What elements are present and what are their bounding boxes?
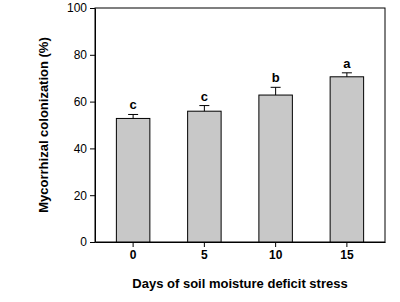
y-tick: 80	[74, 48, 95, 62]
y-tick: 0	[80, 235, 95, 249]
error-bar-cap	[271, 87, 281, 88]
y-tick-mark	[90, 242, 95, 243]
x-tick: 10	[269, 242, 283, 262]
y-tick-mark	[90, 195, 95, 196]
y-tick-mark	[90, 102, 95, 103]
y-tick: 100	[67, 1, 95, 15]
x-tick: 15	[340, 242, 354, 262]
bar	[188, 111, 221, 242]
error-bar	[199, 106, 209, 112]
y-tick-label: 60	[74, 95, 88, 109]
x-tick-label: 10	[269, 248, 283, 262]
error-bar-cap	[342, 72, 352, 73]
error-bar	[342, 73, 352, 77]
annotation: a	[343, 56, 351, 71]
bar	[116, 118, 149, 242]
y-tick-label: 40	[74, 142, 88, 156]
x-tick-mark	[133, 242, 134, 247]
annotation: c	[130, 97, 137, 112]
y-axis-line	[95, 9, 96, 243]
plot: c c b a 0 20 40 60 80 100 0 5 10 15	[67, 1, 386, 261]
x-tick-mark	[204, 242, 205, 247]
y-tick-mark	[90, 55, 95, 56]
y-axis: 0 20 40 60 80 100	[67, 1, 96, 249]
x-tick-mark	[346, 242, 347, 247]
y-tick: 40	[74, 142, 95, 156]
x-tick-mark	[275, 242, 276, 247]
error-bar-cap	[199, 105, 209, 106]
x-tick-label: 0	[130, 248, 137, 262]
plot-frame	[95, 8, 385, 242]
y-tick-label: 0	[80, 235, 87, 249]
bar	[259, 95, 292, 242]
error-bar	[271, 87, 281, 95]
error-bar-stem	[275, 87, 276, 95]
y-tick-label: 100	[67, 1, 87, 15]
y-tick-label: 80	[74, 48, 88, 62]
marks	[116, 73, 363, 242]
x-tick: 5	[201, 242, 208, 262]
x-tick: 0	[130, 242, 137, 262]
x-axis-line	[96, 242, 386, 243]
annotation: b	[272, 70, 280, 85]
y-tick: 20	[74, 189, 95, 203]
error-bar	[128, 114, 138, 118]
x-tick-label: 5	[201, 248, 208, 262]
annotation: c	[201, 89, 208, 104]
bar	[330, 77, 363, 242]
x-axis: 0 5 10 15	[96, 242, 386, 262]
error-bar-stem	[346, 73, 347, 77]
y-tick-mark	[90, 8, 95, 9]
x-tick-label: 15	[340, 248, 354, 262]
y-tick-mark	[90, 148, 95, 149]
y-axis-title: Mycorrhizal colonization (%)	[36, 37, 51, 213]
error-bar-stem	[204, 106, 205, 112]
chart: c c b a 0 20 40 60 80 100 0 5 10 15 Days of soil moist…	[0, 0, 400, 302]
y-tick: 60	[74, 95, 95, 109]
error-bar-stem	[133, 114, 134, 118]
error-bar-cap	[128, 114, 138, 115]
y-tick-label: 20	[74, 189, 88, 203]
x-axis-title: Days of soil moisture deficit stress	[132, 276, 347, 291]
